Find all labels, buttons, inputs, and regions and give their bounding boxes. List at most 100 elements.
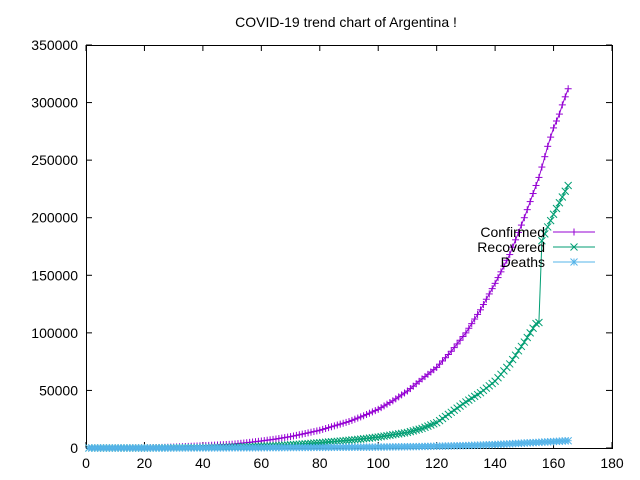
data-point-confirmed <box>550 124 558 132</box>
data-point-confirmed <box>514 228 522 236</box>
data-point-confirmed <box>497 268 505 276</box>
data-point-recovered <box>546 216 555 225</box>
data-point-confirmed <box>558 101 566 109</box>
y-tick-label: 250000 <box>31 152 78 168</box>
data-point-confirmed <box>555 110 563 118</box>
data-point-confirmed <box>298 430 306 438</box>
x-tick-label: 60 <box>254 455 270 471</box>
data-point-confirmed <box>526 198 534 206</box>
data-point-recovered <box>540 229 549 238</box>
data-point-confirmed <box>316 426 324 434</box>
data-point-confirmed <box>336 420 344 428</box>
series-confirmed <box>85 85 572 452</box>
data-point-confirmed <box>520 214 528 222</box>
data-point-confirmed <box>304 429 312 437</box>
data-point-confirmed <box>506 251 514 259</box>
data-point-confirmed <box>494 274 502 282</box>
data-point-confirmed <box>360 412 368 420</box>
y-tick-label: 300000 <box>31 95 78 111</box>
data-point-deaths <box>564 436 573 445</box>
data-point-confirmed <box>444 351 452 359</box>
data-point-confirmed <box>459 333 467 341</box>
y-tick-label: 350000 <box>31 37 78 53</box>
data-point-confirmed <box>561 93 569 101</box>
data-point-confirmed <box>552 117 560 125</box>
data-point-confirmed <box>339 419 347 427</box>
data-point-confirmed <box>363 410 371 418</box>
data-point-confirmed <box>386 398 394 406</box>
data-point-confirmed <box>509 243 517 251</box>
data-point-confirmed <box>325 424 333 432</box>
data-point-confirmed <box>287 433 295 441</box>
data-point-confirmed <box>441 354 449 362</box>
data-point-confirmed <box>532 181 540 189</box>
data-point-recovered <box>406 427 415 436</box>
data-point-confirmed <box>517 221 525 229</box>
legend-marker-recovered <box>570 243 578 251</box>
data-point-confirmed <box>564 85 572 93</box>
data-point-confirmed <box>310 428 318 436</box>
data-point-recovered <box>514 346 523 355</box>
data-point-recovered <box>304 439 312 448</box>
y-tick-label: 50000 <box>39 382 78 398</box>
series-deaths <box>85 436 573 452</box>
data-point-confirmed <box>342 418 350 426</box>
data-point-confirmed <box>491 279 499 287</box>
data-point-recovered <box>543 223 552 231</box>
x-tick-label: 100 <box>367 455 391 471</box>
data-point-confirmed <box>456 336 464 344</box>
data-point-confirmed <box>368 408 376 416</box>
data-point-confirmed <box>547 133 555 141</box>
x-tick-label: 40 <box>195 455 211 471</box>
data-point-confirmed <box>371 407 379 415</box>
data-point-confirmed <box>529 190 537 198</box>
legend-label-deaths: Deaths <box>501 254 545 270</box>
data-point-confirmed <box>477 306 484 314</box>
data-point-confirmed <box>377 404 385 412</box>
data-point-recovered <box>505 360 514 368</box>
data-point-recovered <box>549 210 558 219</box>
data-point-confirmed <box>465 324 473 332</box>
data-point-confirmed <box>512 236 520 244</box>
data-point-confirmed <box>292 431 300 439</box>
data-point-confirmed <box>319 425 327 433</box>
data-point-recovered <box>409 426 418 435</box>
chart-title: COVID-19 trend chart of Argentina ! <box>235 14 457 30</box>
data-point-confirmed <box>471 315 479 323</box>
data-point-confirmed <box>307 428 315 436</box>
data-point-confirmed <box>433 363 441 371</box>
data-point-confirmed <box>333 421 341 429</box>
data-point-recovered <box>508 355 517 364</box>
data-point-confirmed <box>289 432 297 440</box>
data-point-confirmed <box>453 340 461 348</box>
data-point-recovered <box>564 181 573 190</box>
legend-marker-confirmed <box>570 228 578 236</box>
data-point-recovered <box>558 193 567 201</box>
x-tick-label: 140 <box>483 455 507 471</box>
data-point-confirmed <box>482 295 490 303</box>
data-point-recovered <box>523 333 532 342</box>
data-point-confirmed <box>351 415 359 423</box>
data-point-confirmed <box>538 163 546 171</box>
data-point-confirmed <box>348 416 356 424</box>
data-point-confirmed <box>295 431 303 439</box>
legend-marker-deaths <box>570 258 578 266</box>
x-tick-label: 160 <box>542 455 566 471</box>
data-point-confirmed <box>450 344 458 352</box>
data-point-recovered <box>535 318 543 327</box>
legend-label-confirmed: Confirmed <box>480 224 545 240</box>
legend-label-recovered: Recovered <box>477 239 545 255</box>
data-point-confirmed <box>380 402 388 410</box>
data-point-recovered <box>400 429 409 437</box>
data-point-confirmed <box>354 414 362 422</box>
data-point-confirmed <box>462 329 470 337</box>
x-tick-label: 180 <box>600 455 624 471</box>
data-point-confirmed <box>535 173 543 181</box>
data-point-recovered <box>520 338 529 346</box>
data-point-confirmed <box>345 418 353 426</box>
y-tick-label: 0 <box>70 440 78 456</box>
y-tick-label: 200000 <box>31 210 78 226</box>
y-tick-label: 150000 <box>31 267 78 283</box>
series-layer <box>85 85 573 452</box>
